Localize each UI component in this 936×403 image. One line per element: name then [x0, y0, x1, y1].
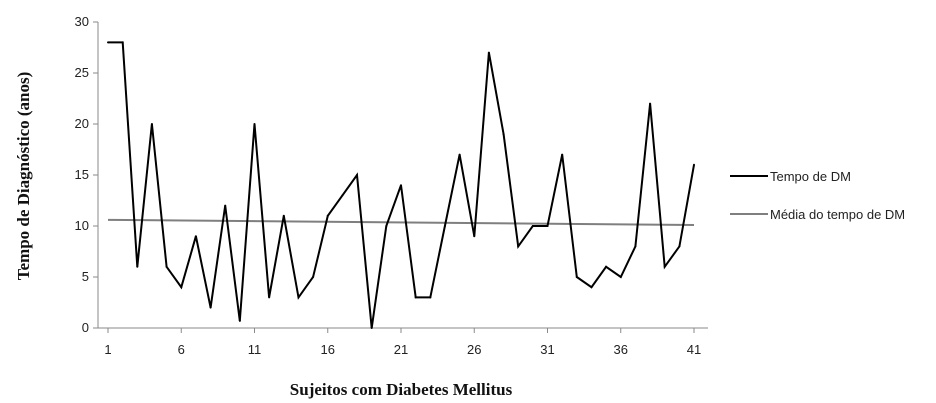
- data-point: [561, 153, 564, 156]
- data-point: [268, 296, 271, 299]
- series-line-media-do-tempo-de-dm: [107, 218, 695, 226]
- data-point: [356, 174, 359, 176]
- data-point: [282, 214, 285, 217]
- x-tick-label: 26: [467, 342, 481, 357]
- data-point: [297, 296, 300, 299]
- data-point: [238, 319, 241, 322]
- series-layer: [107, 41, 695, 329]
- legend: Tempo de DM Média do tempo de DM: [730, 169, 905, 222]
- x-axis-title: Sujeitos com Diabetes Mellitus: [290, 380, 513, 399]
- data-point: [150, 123, 153, 125]
- x-tick-label: 36: [614, 342, 628, 357]
- y-ticks: 0 5 10 15 20 25 30: [75, 14, 98, 335]
- data-point: [194, 235, 197, 238]
- legend-label-tempo-de-dm: Tempo de DM: [770, 169, 851, 184]
- x-tick-label: 6: [178, 342, 185, 357]
- data-point: [429, 296, 432, 299]
- y-tick-label: 25: [75, 65, 89, 80]
- y-tick-label: 20: [75, 116, 89, 131]
- data-point: [209, 306, 212, 309]
- data-point: [634, 245, 637, 248]
- data-point: [473, 235, 476, 238]
- y-tick-label: 30: [75, 14, 89, 29]
- y-tick-label: 10: [75, 218, 89, 233]
- data-point: [165, 265, 168, 268]
- data-point: [487, 51, 490, 54]
- data-point: [458, 153, 461, 156]
- data-point: [326, 214, 329, 217]
- data-point: [517, 245, 520, 248]
- x-ticks: 1 6 11 16 21 26 31 36 41: [104, 328, 701, 357]
- data-point: [136, 265, 139, 268]
- y-tick-label: 5: [82, 269, 89, 284]
- x-tick-label: 1: [104, 342, 111, 357]
- data-point: [107, 41, 109, 44]
- data-point: [693, 163, 695, 166]
- data-point: [224, 204, 227, 207]
- data-point: [678, 245, 681, 248]
- data-point: [400, 184, 402, 187]
- data-point: [619, 276, 622, 278]
- data-point: [590, 286, 593, 289]
- data-point: [575, 276, 578, 278]
- data-point: [253, 123, 256, 125]
- data-point: [180, 286, 183, 289]
- data-point: [502, 133, 505, 136]
- data-point: [312, 276, 315, 278]
- x-tick-label: 31: [540, 342, 554, 357]
- data-point: [649, 102, 652, 105]
- legend-label-media: Média do tempo de DM: [770, 207, 905, 222]
- data-point: [531, 225, 534, 227]
- data-point: [443, 225, 446, 227]
- x-tick-label: 16: [321, 342, 335, 357]
- x-tick-label: 21: [394, 342, 408, 357]
- data-point: [385, 225, 388, 227]
- x-tick-label: 41: [687, 342, 701, 357]
- y-tick-label: 15: [75, 167, 89, 182]
- data-point: [414, 296, 417, 299]
- data-point: [663, 265, 666, 268]
- y-axis-title: Tempo de Diagnóstico (anos): [14, 72, 33, 281]
- data-point: [605, 265, 608, 268]
- data-point: [370, 327, 373, 329]
- data-point: [546, 225, 549, 227]
- x-tick-label: 11: [248, 342, 262, 357]
- data-point: [121, 41, 124, 44]
- data-point: [341, 194, 344, 197]
- y-tick-label: 0: [82, 320, 89, 335]
